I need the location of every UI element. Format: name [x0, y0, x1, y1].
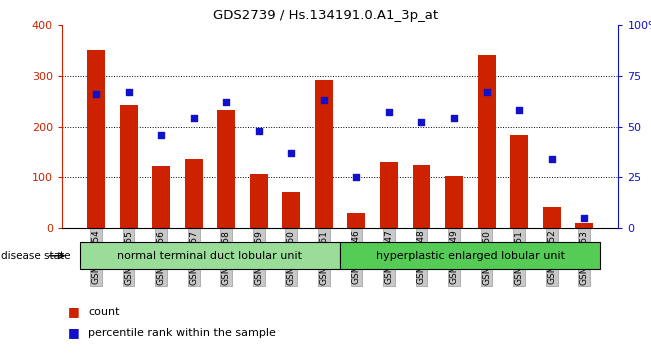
- Bar: [283, 192, 300, 228]
- Point: [286, 150, 297, 156]
- Bar: [575, 223, 593, 228]
- Text: ■: ■: [68, 326, 80, 339]
- Point: [383, 109, 394, 115]
- Bar: [250, 174, 268, 228]
- Point: [91, 91, 102, 97]
- Text: percentile rank within the sample: percentile rank within the sample: [88, 328, 276, 338]
- Bar: [217, 110, 235, 228]
- Point: [124, 89, 134, 95]
- Bar: [478, 55, 495, 228]
- Bar: [413, 165, 430, 228]
- Bar: [445, 176, 463, 228]
- Bar: [120, 105, 137, 228]
- Bar: [543, 207, 561, 228]
- Text: normal terminal duct lobular unit: normal terminal duct lobular unit: [117, 251, 303, 261]
- Point: [319, 97, 329, 103]
- Point: [546, 156, 557, 162]
- Point: [156, 132, 167, 138]
- Point: [481, 89, 492, 95]
- Point: [514, 108, 524, 113]
- Point: [449, 115, 459, 121]
- Bar: [185, 159, 202, 228]
- Bar: [87, 50, 105, 228]
- Text: hyperplastic enlarged lobular unit: hyperplastic enlarged lobular unit: [376, 251, 565, 261]
- Bar: [152, 166, 170, 228]
- Point: [189, 115, 199, 121]
- Bar: [315, 80, 333, 228]
- Text: disease state: disease state: [1, 251, 71, 261]
- Bar: [510, 135, 528, 228]
- Point: [579, 215, 589, 221]
- Text: count: count: [88, 307, 119, 316]
- Bar: [348, 213, 365, 228]
- Text: GDS2739 / Hs.134191.0.A1_3p_at: GDS2739 / Hs.134191.0.A1_3p_at: [213, 9, 438, 22]
- Text: ■: ■: [68, 305, 80, 318]
- Bar: [380, 162, 398, 228]
- Bar: [340, 242, 600, 269]
- Point: [221, 99, 232, 105]
- Point: [351, 175, 361, 180]
- Point: [254, 128, 264, 133]
- Bar: [80, 242, 340, 269]
- Point: [416, 120, 426, 125]
